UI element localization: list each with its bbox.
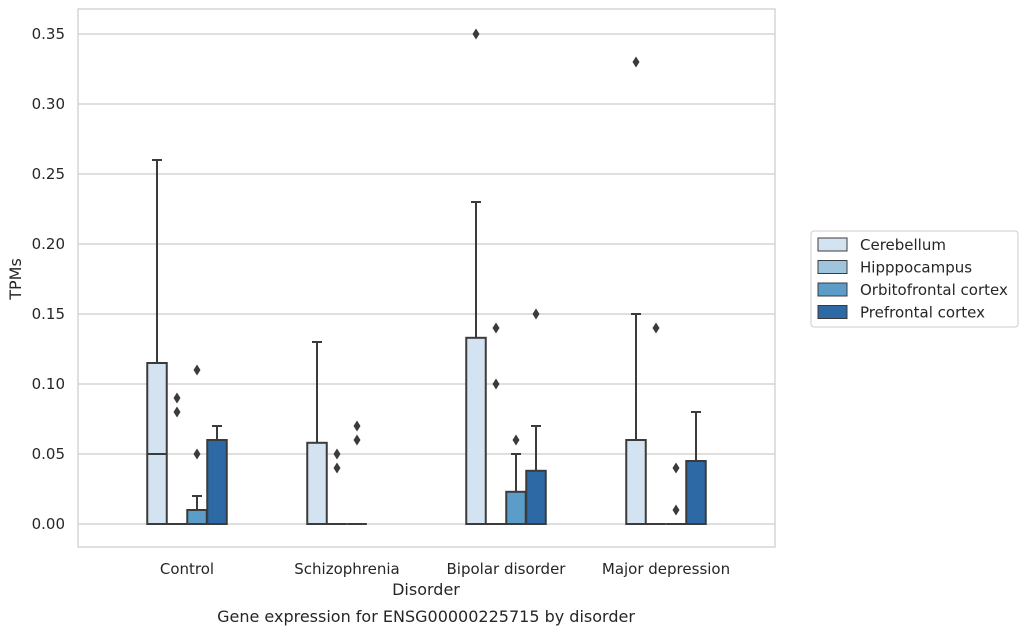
box-series <box>146 28 707 525</box>
y-tick-label: 0.20 <box>32 235 65 253</box>
box-hipppocampus <box>327 448 347 525</box>
legend-label: Prefrontal cortex <box>860 304 985 322</box>
plot-background <box>78 9 775 547</box>
box-body <box>625 439 647 525</box>
outlier-point <box>512 434 520 446</box>
plot-frame <box>77 8 776 548</box>
legend-frame <box>810 230 1019 328</box>
outlier-point <box>173 392 181 404</box>
box-prefrontal-cortex <box>206 425 228 525</box>
box-body <box>505 490 527 525</box>
box-body <box>525 469 547 525</box>
x-tick-label: Schizophrenia <box>294 560 399 578</box>
outlier-point <box>173 406 181 418</box>
x-tick-labels: Control Schizophrenia Bipolar disorder Majo… <box>160 560 730 578</box>
x-tick-label: Control <box>160 560 214 578</box>
box-prefrontal-cortex <box>525 308 547 525</box>
box-prefrontal-cortex <box>685 411 707 525</box>
box-body <box>146 362 168 525</box>
legend-label: Cerebellum <box>860 236 946 254</box>
legend-swatch <box>817 237 848 252</box>
y-tick-label: 0.15 <box>32 305 65 323</box>
legend-swatch <box>817 260 848 274</box>
outlier-point <box>333 448 341 460</box>
box-orbitofrontal-cortex <box>347 420 367 525</box>
box-cerebellum <box>146 159 168 525</box>
outlier-point <box>492 378 500 390</box>
outlier-point <box>532 308 540 320</box>
outlier-point <box>652 322 660 334</box>
y-tick-label: 0.35 <box>32 25 65 43</box>
outlier-point <box>193 448 201 460</box>
box-body <box>306 441 328 525</box>
x-tick-label: Major depression <box>602 560 730 578</box>
outlier-point <box>353 420 361 432</box>
outlier-point <box>632 56 640 68</box>
chart-caption: Gene expression for ENSG00000225715 by d… <box>217 607 635 626</box>
box-body <box>206 439 228 525</box>
y-tick-labels: 0.00 0.05 0.10 0.15 0.20 0.25 0.30 0.35 <box>32 25 65 533</box>
outlier-point <box>492 322 500 334</box>
box-hipppocampus <box>646 322 666 525</box>
y-tick-label: 0.10 <box>32 375 65 393</box>
y-tick-label: 0.05 <box>32 445 65 463</box>
outlier-point <box>333 462 341 474</box>
box-body <box>465 336 487 525</box>
box-cerebellum <box>306 341 328 525</box>
box-hipppocampus <box>167 392 187 525</box>
box-body <box>186 509 208 525</box>
box-orbitofrontal-cortex <box>505 434 527 525</box>
outlier-point <box>472 28 480 40</box>
legend-swatch <box>817 282 848 297</box>
outlier-point <box>193 364 201 376</box>
outlier-point <box>353 434 361 446</box>
x-tick-label: Bipolar disorder <box>447 560 567 578</box>
legend: Cerebellum Hipppocampus Orbitofrontal cort… <box>810 230 1019 328</box>
box-hipppocampus <box>486 322 506 525</box>
y-tick-label: 0.00 <box>32 515 65 533</box>
box-cerebellum <box>625 56 647 525</box>
x-axis-label: Disorder <box>392 580 460 599</box>
legend-swatch <box>817 305 848 319</box>
legend-label: Hipppocampus <box>860 259 972 277</box>
y-axis-label: TPMs <box>6 258 25 301</box>
box-cerebellum <box>465 28 487 525</box>
outlier-point <box>672 462 680 474</box>
legend-label: Orbitofrontal cortex <box>860 281 1008 299</box>
outlier-point <box>672 504 680 516</box>
box-body <box>685 460 707 525</box>
box-orbitofrontal-cortex <box>186 364 208 525</box>
y-tick-label: 0.25 <box>32 165 65 183</box>
y-tick-label: 0.30 <box>32 95 65 113</box>
box-orbitofrontal-cortex <box>666 462 686 525</box>
